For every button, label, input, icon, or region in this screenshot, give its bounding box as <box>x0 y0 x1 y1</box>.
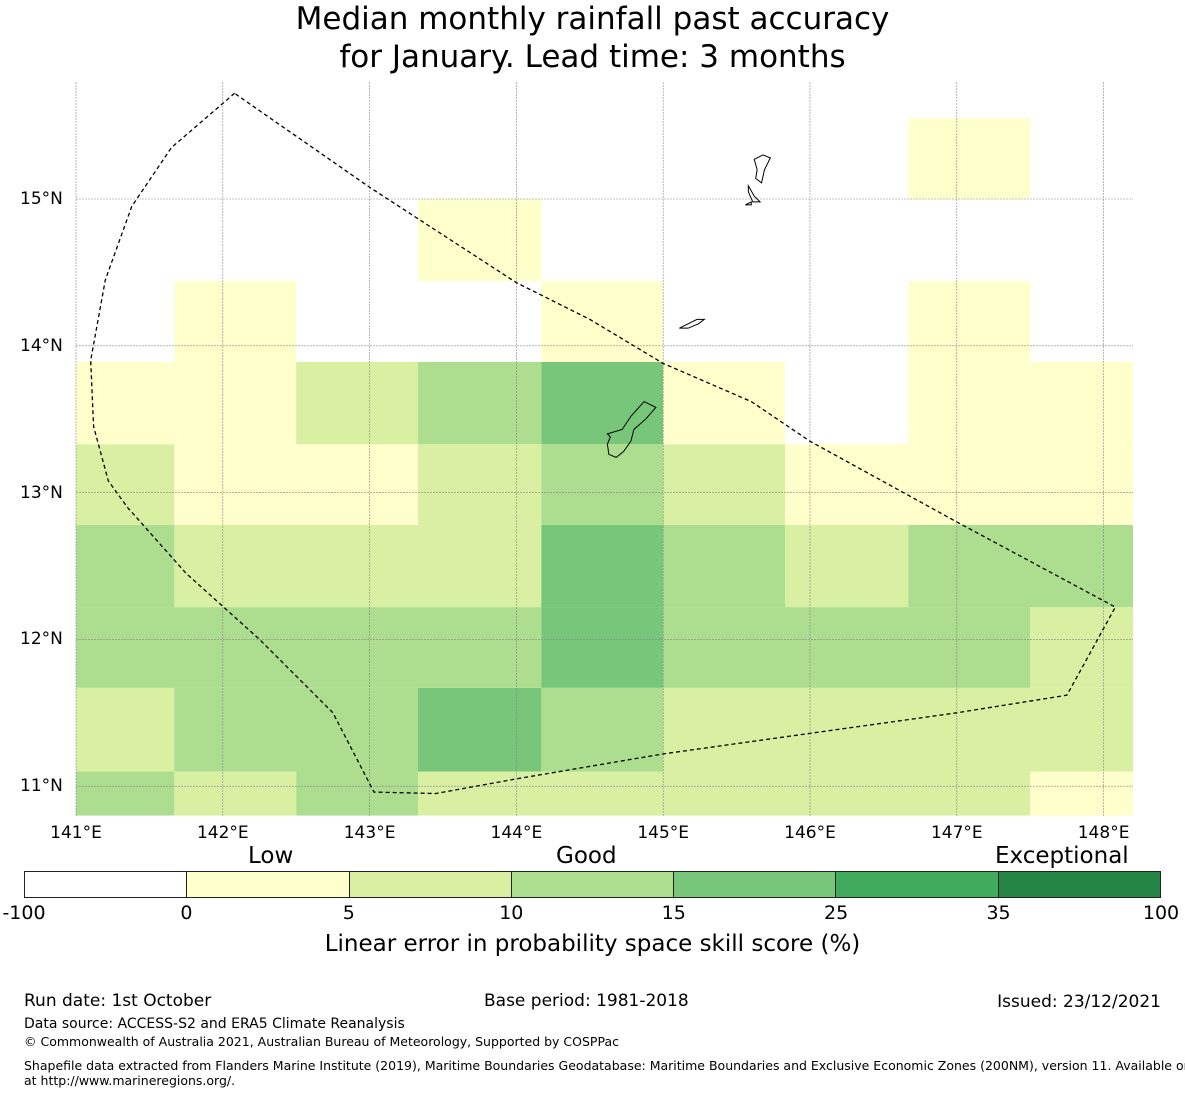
latitude-label: 13°N <box>20 482 63 503</box>
colorbar-tick-label: 25 <box>824 902 849 924</box>
grid-cell <box>541 361 664 445</box>
colorbar-segment <box>25 872 188 897</box>
grid-cell <box>296 771 419 816</box>
grid-cell <box>1030 607 1133 688</box>
latitude-label: 11°N <box>20 776 63 797</box>
grid-cell <box>418 444 542 525</box>
longitude-label: 146°E <box>784 823 836 843</box>
grid-cell <box>663 361 786 445</box>
shapefile-credit-1: Shapefile data extracted from Flanders M… <box>24 1058 1185 1073</box>
grid-cell <box>296 361 419 445</box>
grid-cell <box>174 687 419 772</box>
latitude-label: 15°N <box>20 189 63 209</box>
grid-cell <box>76 361 297 445</box>
longitude-label: 141°E <box>50 823 102 843</box>
latitude-label: 14°N <box>20 335 63 356</box>
colorbar-segment <box>998 872 1160 897</box>
grid-cell <box>418 199 542 282</box>
grid-cell <box>76 771 175 816</box>
island-outline <box>606 400 657 458</box>
island-outline <box>679 318 706 329</box>
grid-cell <box>174 444 419 525</box>
grid-cell <box>418 771 1031 816</box>
grid-cell <box>1030 771 1133 816</box>
colorbar-tick-label: 35 <box>986 902 1011 924</box>
grid-cell <box>908 361 1133 445</box>
grid-cell <box>663 687 1133 772</box>
grid-cell <box>76 607 542 688</box>
colorbar-segment <box>349 872 512 897</box>
colorbar-tick-label: 15 <box>661 902 686 924</box>
latitude-label: 12°N <box>20 629 63 650</box>
longitude-label: 147°E <box>930 823 983 843</box>
grid-cell <box>174 524 542 608</box>
data-source: Data source: ACCESS-S2 and ERA5 Climate … <box>24 1016 405 1032</box>
grid-cell <box>174 771 297 816</box>
grid-cell <box>541 607 664 688</box>
colorbar <box>24 871 1161 898</box>
category-good: Good <box>556 843 617 869</box>
run-date: Run date: 1st October <box>24 991 212 1011</box>
grid-cell <box>76 687 175 772</box>
grid-cell <box>908 118 1031 199</box>
longitude-label: 143°E <box>343 823 396 843</box>
base-period: Base period: 1981-2018 <box>484 991 689 1011</box>
grid-cell <box>908 281 1031 362</box>
grid-cell <box>76 524 175 608</box>
grid-cell <box>785 444 1133 525</box>
skill-grid <box>76 118 1133 816</box>
grid-cell <box>908 524 1133 608</box>
grid-cell <box>174 281 297 362</box>
colorbar-tick-label: 100 <box>1142 902 1180 924</box>
grid-cell <box>663 607 1031 688</box>
grid-cell <box>76 444 175 525</box>
longitude-label: 148°E <box>1077 823 1130 843</box>
colorbar-segment <box>836 872 999 897</box>
title-line-1: Median monthly rainfall past accuracy <box>295 1 890 37</box>
category-exceptional: Exceptional <box>995 843 1129 869</box>
longitude-label: 144°E <box>490 823 543 843</box>
grid-cell <box>541 687 664 772</box>
grid-cell <box>541 281 664 362</box>
grid-cell <box>663 524 786 608</box>
island-outline <box>747 183 762 203</box>
shapefile-credit-2: at http://www.marineregions.org/. <box>24 1073 236 1088</box>
colorbar-segment <box>674 872 837 897</box>
colorbar-segment <box>511 872 675 897</box>
grid-cell <box>541 524 664 608</box>
grid-cell <box>418 687 542 772</box>
graticule <box>75 82 1133 816</box>
colorbar-segment <box>187 872 350 897</box>
island-outline <box>753 154 772 184</box>
island-outline <box>745 201 752 206</box>
issued-date: Issued: 23/12/2021 <box>997 992 1161 1012</box>
grid-cell <box>418 361 542 445</box>
grid-cell <box>663 444 786 525</box>
skill-map <box>75 82 1133 816</box>
chart-title: Median monthly rainfall past accuracy fo… <box>0 0 1185 76</box>
longitude-label: 142°E <box>196 823 249 843</box>
colorbar-label: Linear error in probability space skill … <box>324 931 861 957</box>
title-line-2: for January. Lead time: 3 months <box>339 39 846 75</box>
colorbar-tick-label: -100 <box>2 902 46 924</box>
colorbar-tick-label: 0 <box>180 902 193 924</box>
grid-cell <box>541 444 664 525</box>
island-outlines <box>606 154 772 458</box>
colorbar-tick-label: 5 <box>342 902 355 924</box>
longitude-label: 145°E <box>637 823 690 843</box>
eez-boundary <box>90 92 1117 795</box>
category-low: Low <box>248 843 294 869</box>
colorbar-tick-label: 10 <box>499 902 524 924</box>
copyright: © Commonwealth of Australia 2021, Austra… <box>24 1034 619 1049</box>
grid-cell <box>785 524 909 608</box>
